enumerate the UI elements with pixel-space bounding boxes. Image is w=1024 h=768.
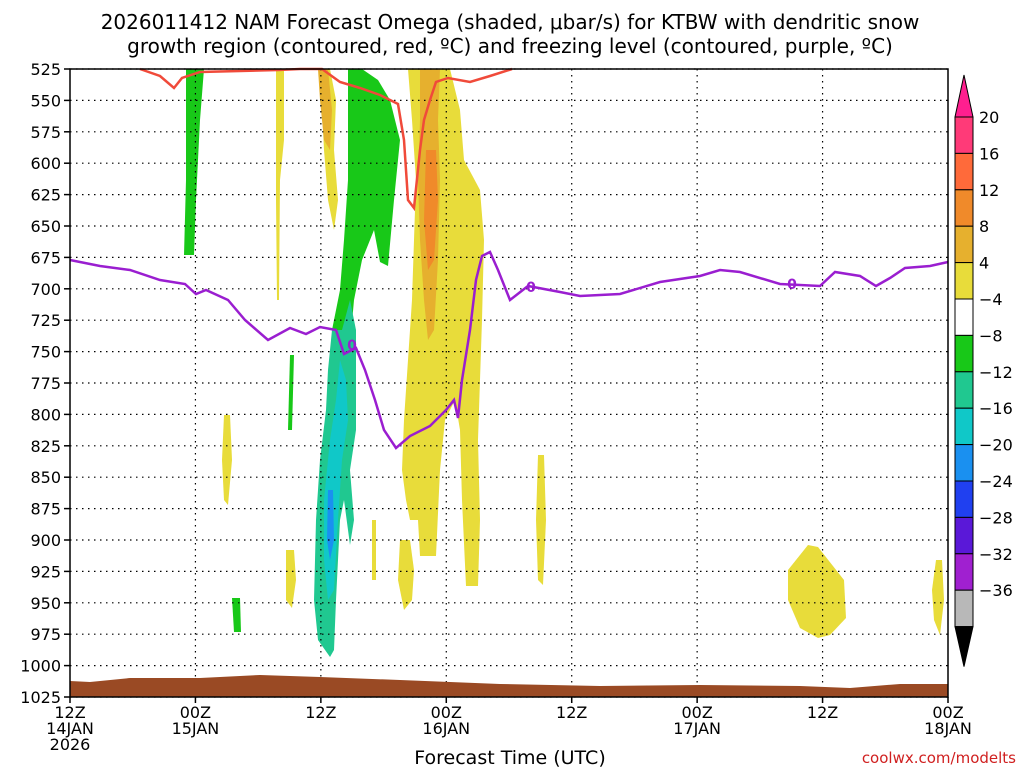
y-tick-label: 575 (30, 123, 61, 142)
x-tick-label: 14JAN (46, 719, 94, 738)
colorbar-bottom-arrow (954, 626, 974, 667)
freezing-contour-label-1: 0 (347, 338, 357, 354)
y-tick-label: 925 (30, 562, 61, 581)
omega-region-yellow-8 (536, 455, 546, 585)
colorbar-swatch (954, 334, 974, 373)
colorbar-swatch (954, 298, 974, 336)
x-tick-label: 16JAN (422, 719, 470, 738)
y-tick-label: 775 (30, 374, 61, 393)
y-tick-label: 725 (30, 311, 61, 330)
y-tick-label: 625 (30, 186, 61, 205)
omega-region-yellow-10 (932, 560, 944, 635)
omega-region-yellow-6 (286, 550, 296, 608)
credit-text: coolwx.com/modelts (862, 749, 1016, 767)
y-tick-label: 875 (30, 500, 61, 519)
y-tick-label: 950 (30, 594, 61, 613)
grid-lines (70, 68, 948, 698)
omega-region-blue (327, 490, 334, 560)
omega-region-yellow-5 (222, 415, 232, 505)
colorbar-label: 12 (979, 181, 999, 200)
x-tick-label: 18JAN (924, 719, 972, 738)
y-tick-label: 900 (30, 531, 61, 550)
y-tick-label: 850 (30, 468, 61, 487)
freezing-level-contour (69, 250, 949, 450)
chart-title-line2: growth region (contoured, red, ºC) and f… (127, 34, 893, 58)
colorbar-label: −28 (979, 508, 1013, 527)
y-tick-label: 700 (30, 280, 61, 299)
omega-region-yellow-7 (372, 520, 376, 580)
colorbar-label: 20 (979, 108, 999, 127)
terrain-fill (70, 675, 948, 697)
y-tick-label: 1025 (20, 688, 61, 707)
omega-region-orange (424, 150, 438, 270)
colorbar-swatch (954, 589, 974, 628)
colorbar-label: 16 (979, 144, 999, 163)
x-tick-label: 12Z (305, 703, 336, 722)
x-tick-label: 12Z (54, 703, 85, 722)
y-tick-label: 675 (30, 248, 61, 267)
colorbar-swatch (954, 371, 974, 409)
x-tick-label: 00Z (681, 703, 712, 722)
colorbar-label: 8 (979, 217, 989, 236)
y-tick-label: 750 (30, 343, 61, 362)
colorbar-top-arrow (954, 74, 974, 118)
y-tick-label: 1000 (20, 657, 61, 676)
colorbar-label: 4 (979, 254, 989, 273)
x-tick-label: 00Z (180, 703, 211, 722)
colorbar-label: −24 (979, 472, 1013, 491)
omega-region-green-2 (332, 69, 400, 370)
x-tick-label: 00Z (431, 703, 462, 722)
colorbar-label: −20 (979, 436, 1013, 455)
colorbar-swatch (954, 189, 974, 227)
omega-region-green-4 (232, 598, 241, 632)
omega-region-yellow-9 (788, 545, 846, 638)
y-tick-label: 650 (30, 217, 61, 236)
colorbar-label: −36 (979, 581, 1013, 600)
x-tick-label: 00Z (932, 703, 963, 722)
omega-shading (184, 69, 944, 657)
colorbar-label: −12 (979, 363, 1013, 382)
omega-region-yellow-1 (276, 69, 284, 300)
colorbar-label: −4 (979, 290, 1003, 309)
y-axis: 525 550 575 600 625 650 675 700 725 750 775 800 825 8… (20, 60, 70, 707)
colorbar-label: −16 (979, 399, 1013, 418)
colorbar-label: −32 (979, 545, 1013, 564)
y-tick-label: 525 (30, 60, 61, 79)
colorbar-swatch (954, 407, 974, 446)
omega-region-yellow-4 (398, 540, 414, 610)
x-tick-label: 15JAN (172, 719, 220, 738)
x-tick-label: 2026 (50, 735, 91, 754)
colorbar-swatch (954, 516, 974, 555)
chart-title-line1: 2026011412 NAM Forecast Omega (shaded, μ… (101, 10, 920, 34)
y-tick-label: 800 (30, 405, 61, 424)
colorbar-swatch (954, 262, 974, 300)
colorbar-swatch (954, 553, 974, 591)
dendritic-contour (139, 67, 513, 212)
omega-region-green-1 (184, 69, 204, 255)
x-tick-label: 12Z (556, 703, 587, 722)
y-tick-label: 825 (30, 437, 61, 456)
colorbar-swatch (954, 152, 974, 191)
colorbar-swatch (954, 444, 974, 482)
colorbar-swatch (954, 225, 974, 264)
y-tick-label: 975 (30, 625, 61, 644)
colorbar-label: −8 (979, 326, 1003, 345)
x-axis-label: Forecast Time (UTC) (414, 747, 605, 768)
colorbar: 20 16 12 8 4 −4 −8 −12 −16 −20 −24 −28 −32 −36 (954, 74, 1013, 667)
freezing-contour-label-2: 0 (526, 280, 536, 296)
y-tick-label: 600 (30, 154, 61, 173)
colorbar-swatch (954, 480, 974, 518)
omega-region-gold-1 (318, 69, 332, 150)
y-tick-label: 550 (30, 91, 61, 110)
omega-region-green-3 (288, 355, 294, 430)
freezing-contour-label-3: 0 (787, 277, 797, 293)
colorbar-swatch (954, 116, 974, 154)
x-tick-label: 12Z (807, 703, 838, 722)
x-tick-label: 17JAN (673, 719, 721, 738)
